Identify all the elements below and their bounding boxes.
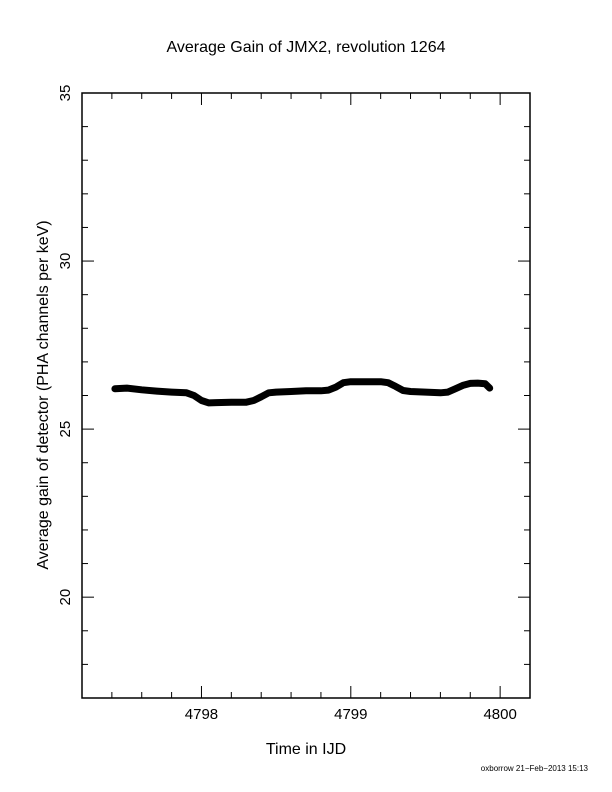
data-point [304,389,308,393]
data-point [155,389,159,393]
y-tick-label: 35 [57,85,74,102]
data-point [214,401,218,405]
plot-frame [81,92,531,699]
y-tick-label: 30 [57,253,74,270]
series-group [111,378,494,407]
data-point [483,382,487,386]
x-axis-ticks: 4798 4799 4800 [81,93,531,723]
data-point [140,388,144,392]
chart-title: Average Gain of JMX2, revolution 1264 [167,39,446,56]
data-point [274,390,278,394]
x-tick-label: 4799 [334,706,367,723]
data-point [185,391,188,395]
data-point [207,401,211,405]
data-point [229,400,233,404]
data-point [170,390,174,394]
data-point [289,390,293,393]
data-point [113,387,117,391]
data-point [267,391,271,395]
data-point [476,381,480,385]
y-axis-ticks: 20 25 30 35 [57,85,530,699]
data-point [244,400,248,404]
data-point [319,389,323,393]
x-tick-label: 4800 [483,706,516,723]
data-point [259,395,263,399]
y-tick-label: 25 [57,421,74,438]
y-axis-label: Average gain of detector (PHA channels p… [35,220,52,569]
footer-stamp: oxborrow 21−Feb−2013 15:13 [481,764,589,773]
y-tick-label: 20 [57,589,74,606]
data-point [438,391,442,395]
data-point [192,394,196,397]
data-point [252,399,256,402]
data-point [379,380,383,384]
x-axis-label: Time in IJD [266,741,346,758]
data-point [200,399,203,402]
data-point [488,386,492,390]
data-point [125,386,129,390]
data-point [326,388,330,392]
data-point [341,381,345,385]
data-point [409,390,412,393]
data-point [364,380,368,384]
data-point [401,389,405,392]
data-point [349,380,353,384]
data-point [394,384,398,388]
x-tick-label: 4798 [185,706,218,723]
data-point [468,381,472,385]
data-point [453,387,457,391]
data-point [334,385,338,389]
data-point [446,390,450,394]
data-point [424,390,427,394]
data-point [461,383,465,387]
data-point [386,381,390,385]
